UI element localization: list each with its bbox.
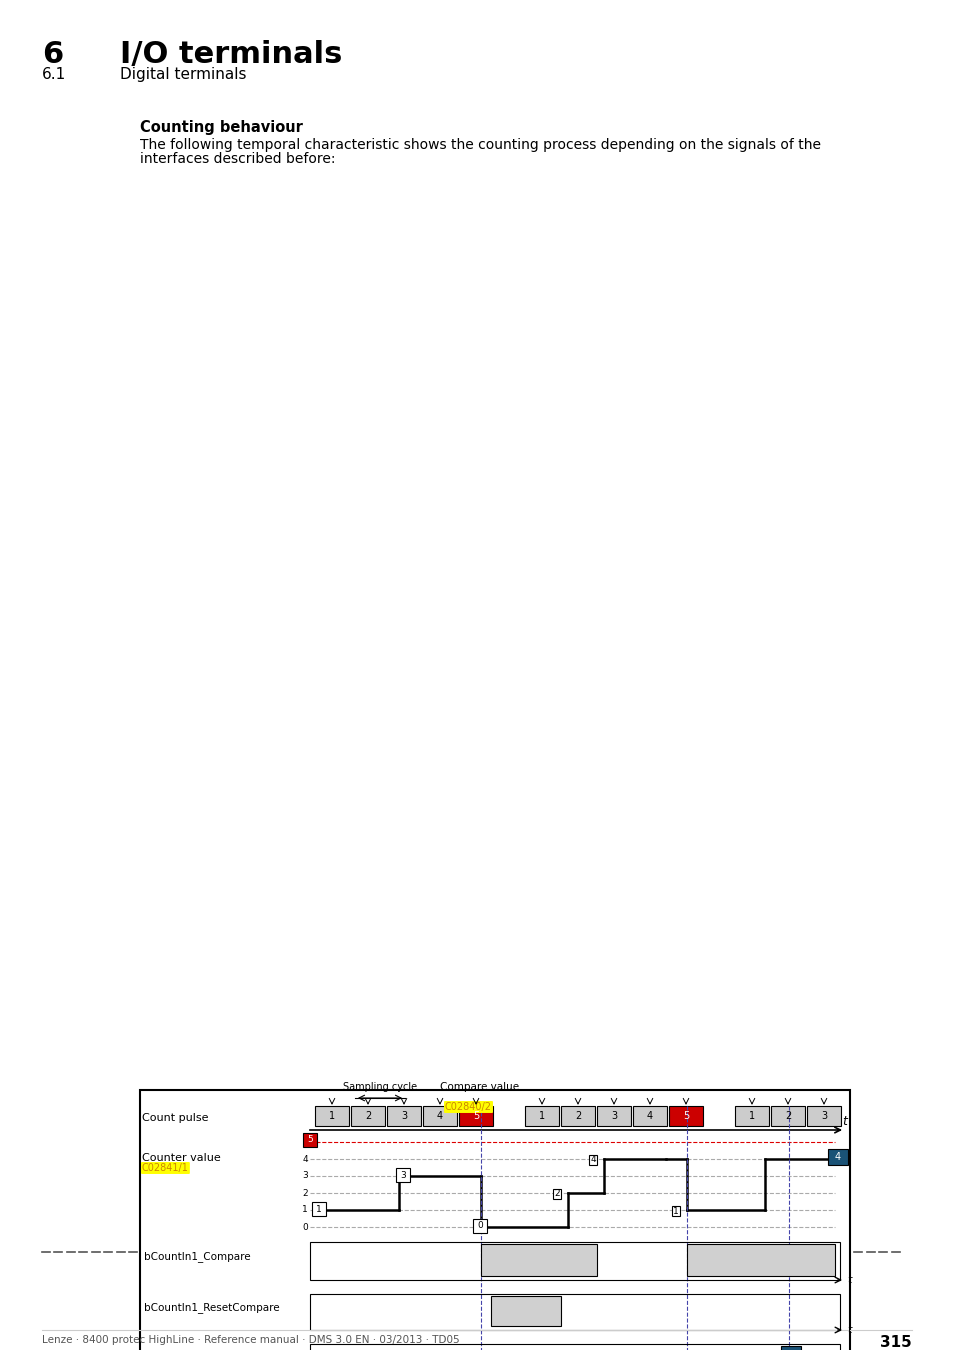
Bar xyxy=(310,1345,840,1350)
Bar xyxy=(686,1243,834,1276)
Text: 5: 5 xyxy=(302,1138,308,1146)
Text: C02841/1: C02841/1 xyxy=(142,1162,189,1173)
Text: 5: 5 xyxy=(682,1111,688,1120)
Bar xyxy=(806,1106,841,1126)
Text: 3: 3 xyxy=(400,1111,407,1120)
Text: 2: 2 xyxy=(554,1189,559,1199)
Bar xyxy=(734,1106,768,1126)
Text: Count pulse: Count pulse xyxy=(142,1112,209,1123)
Text: Sampling cycle: Sampling cycle xyxy=(342,1081,416,1092)
Text: 1: 1 xyxy=(315,1204,321,1214)
Text: 315: 315 xyxy=(880,1335,911,1350)
Text: I/O terminals: I/O terminals xyxy=(120,40,342,69)
Text: 1: 1 xyxy=(538,1111,544,1120)
Bar xyxy=(781,1346,801,1350)
Bar xyxy=(560,1106,595,1126)
Text: 3: 3 xyxy=(821,1111,826,1120)
Bar xyxy=(351,1106,385,1126)
Bar xyxy=(827,1149,847,1165)
Text: 1: 1 xyxy=(329,1111,335,1120)
Text: 3: 3 xyxy=(610,1111,617,1120)
Bar xyxy=(312,1202,326,1216)
Bar xyxy=(524,1106,558,1126)
Text: 6.1: 6.1 xyxy=(42,68,66,82)
Text: Lenze · 8400 protec HighLine · Reference manual · DMS 3.0 EN · 03/2013 · TD05: Lenze · 8400 protec HighLine · Reference… xyxy=(42,1335,459,1345)
Bar xyxy=(387,1106,420,1126)
Text: t: t xyxy=(846,1274,850,1285)
Bar xyxy=(668,1106,702,1126)
Text: bCountIn1_Compare: bCountIn1_Compare xyxy=(144,1251,251,1262)
Text: 0: 0 xyxy=(476,1222,482,1230)
Text: t: t xyxy=(841,1115,846,1129)
Bar xyxy=(473,1219,486,1233)
Text: The following temporal characteristic shows the counting process depending on th: The following temporal characteristic sh… xyxy=(140,138,821,153)
Text: Counter value: Counter value xyxy=(142,1153,220,1162)
Bar xyxy=(140,1089,849,1350)
Bar xyxy=(314,1106,349,1126)
Text: 4: 4 xyxy=(834,1152,841,1162)
Text: C02840/2: C02840/2 xyxy=(444,1102,492,1112)
Bar xyxy=(395,1168,410,1183)
Text: 4: 4 xyxy=(302,1154,308,1164)
Text: 3: 3 xyxy=(302,1172,308,1180)
Text: 5: 5 xyxy=(307,1135,313,1145)
Text: 2: 2 xyxy=(575,1111,580,1120)
Text: interfaces described before:: interfaces described before: xyxy=(140,153,335,166)
Bar xyxy=(480,1243,597,1276)
Bar xyxy=(458,1106,493,1126)
Text: 4: 4 xyxy=(436,1111,442,1120)
Text: bCountIn1_ResetCompare: bCountIn1_ResetCompare xyxy=(144,1303,279,1314)
Bar xyxy=(633,1106,666,1126)
Bar xyxy=(310,1295,840,1330)
Text: 2: 2 xyxy=(364,1111,371,1120)
Text: Compare value: Compare value xyxy=(439,1081,518,1092)
Text: 4: 4 xyxy=(646,1111,653,1120)
Bar xyxy=(422,1106,456,1126)
Text: Counting behaviour: Counting behaviour xyxy=(140,120,302,135)
Text: 2: 2 xyxy=(302,1188,308,1197)
Text: 1: 1 xyxy=(673,1207,679,1215)
Text: 2: 2 xyxy=(784,1111,790,1120)
Text: 4: 4 xyxy=(590,1156,596,1165)
Bar xyxy=(303,1133,316,1147)
Text: 3: 3 xyxy=(399,1170,405,1180)
Bar xyxy=(597,1106,630,1126)
Bar xyxy=(491,1296,560,1326)
Bar xyxy=(770,1106,804,1126)
Text: 1: 1 xyxy=(302,1206,308,1215)
Text: 6: 6 xyxy=(42,40,63,69)
Text: 5: 5 xyxy=(473,1111,478,1120)
Bar xyxy=(310,1242,840,1280)
Text: 1: 1 xyxy=(748,1111,754,1120)
Text: Digital terminals: Digital terminals xyxy=(120,68,246,82)
Text: 0: 0 xyxy=(302,1223,308,1231)
Text: t: t xyxy=(846,1324,850,1335)
